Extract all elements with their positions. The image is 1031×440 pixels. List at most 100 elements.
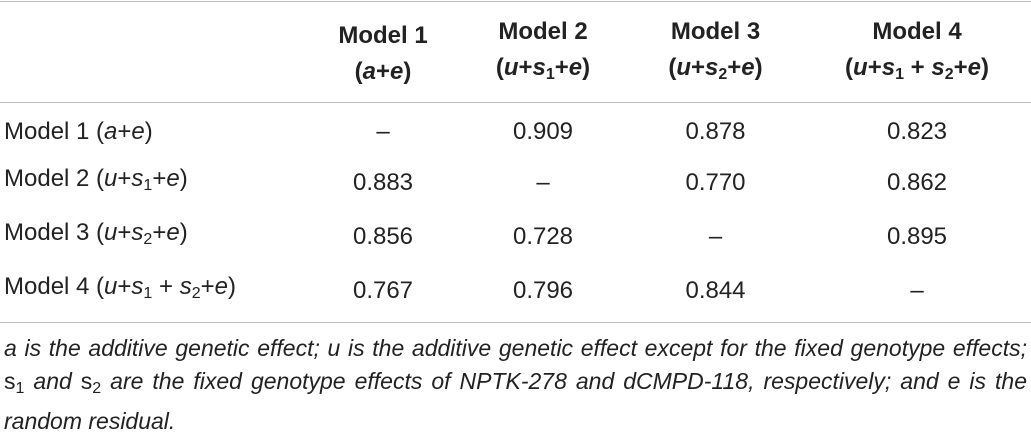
table-cell: 0.796 [512, 276, 574, 304]
text-run: and [24, 368, 81, 394]
text-run: ) [582, 54, 591, 81]
table-cell: 0.823 [886, 118, 948, 145]
table-cell: 0.909 [512, 118, 574, 145]
table-cell: 0.862 [886, 168, 948, 196]
table-cell: – [376, 118, 390, 145]
table-cell: 0.883 [352, 168, 414, 196]
text-run: u [104, 273, 118, 300]
text-run: s [705, 54, 719, 81]
row-label: Model 4 (u+s1 + s2+e) [0, 264, 308, 323]
text-run: Model 3 ( [4, 219, 105, 246]
column-formula: (a+e) [308, 54, 458, 90]
text-run: 1 [15, 380, 25, 397]
text-run: s [931, 54, 945, 81]
text-run: 2 [944, 66, 954, 83]
text-run: ( [668, 54, 677, 81]
text-run: ) [403, 57, 412, 85]
text-run: s [80, 368, 93, 394]
column-header: Model 1 (a+e) [308, 2, 458, 103]
text-run: 2 [718, 66, 728, 83]
table-row: Model 2 (u+s1+e) 0.883–0.770 0.862 [0, 156, 1031, 210]
text-run: + [727, 54, 742, 81]
table-cell: 0.728 [512, 222, 574, 250]
text-run: s [131, 219, 144, 246]
table-cell: 0.856 [352, 222, 414, 250]
table-cell: – [708, 222, 723, 250]
text-run: e [214, 273, 228, 300]
text-run: + [152, 273, 180, 300]
footnote: a is the additive genetic effect; u is t… [0, 323, 1031, 438]
text-run: u [853, 54, 868, 81]
text-run: s [131, 273, 144, 300]
text-run: + [691, 54, 706, 81]
table-cell: – [536, 168, 550, 196]
text-run: s [881, 54, 896, 81]
text-run: + [117, 219, 132, 246]
text-run: + [200, 273, 215, 300]
column-name: Model 2 [498, 18, 588, 45]
text-run: + [375, 57, 390, 85]
text-run: 1 [143, 177, 153, 194]
text-run: ( [845, 54, 854, 81]
column-formula: (u+s1+e) [458, 50, 628, 93]
text-run: + [903, 54, 932, 81]
row-label: Model 3 (u+s2+e) [0, 210, 308, 264]
column-formula: (u+s1 + s2+e) [803, 50, 1031, 93]
column-name: Model 1 [338, 21, 428, 49]
text-run: 2 [191, 285, 201, 302]
text-run: s [131, 165, 144, 192]
text-run: + [554, 54, 569, 81]
table-cell: 0.844 [685, 276, 746, 304]
text-run: Model 4 ( [4, 273, 105, 300]
text-run: + [152, 219, 167, 246]
text-run: 1 [143, 285, 153, 302]
text-run: a [362, 57, 376, 85]
column-header: Model 4 (u+s1 + s2+e) [803, 2, 1031, 103]
text-run: u [676, 54, 691, 81]
text-run: e [741, 54, 755, 81]
text-run: + [518, 54, 533, 81]
table-row: Model 1 (a+e) – 0.909 0.878 0.823 [0, 103, 1031, 157]
text-run: ( [495, 54, 504, 81]
table-row: Model 4 (u+s1 + s2+e) 0.767 0.796 0.844– [0, 264, 1031, 323]
table-body: Model 1 (a+e) –0.909 0.878 0.823 Model 2 (u+… [0, 103, 1031, 323]
text-run: e [568, 54, 583, 81]
text-run: ( [354, 57, 363, 85]
table-row: Model 3 (u+s2+e) 0.856 0.728–0.895 [0, 210, 1031, 264]
column-formula: (u+s2+e) [628, 50, 803, 93]
text-run: a [104, 118, 118, 145]
column-header: Model 3 (u+s2+e) [628, 2, 803, 103]
text-run: Model 1 ( [4, 118, 105, 145]
column-name: Model 3 [670, 18, 761, 45]
text-run: 2 [143, 231, 153, 248]
table-cell: 0.770 [685, 168, 746, 196]
row-label: Model 1 (a+e) [0, 103, 308, 157]
text-run: e [131, 118, 145, 145]
text-run: u [104, 219, 118, 246]
text-run: + [867, 54, 882, 81]
text-run: 1 [895, 66, 904, 83]
table-cell: – [910, 276, 924, 304]
text-run: ) [227, 273, 236, 300]
text-run: u [503, 54, 519, 81]
row-label: Model 2 (u+s1+e) [0, 156, 308, 210]
column-header: Model 2 (u+s1+e) [458, 2, 628, 103]
text-run: ) [179, 219, 188, 246]
text-run: ) [144, 118, 153, 145]
text-run: Model 2 ( [4, 165, 105, 192]
table-cell: 0.767 [352, 276, 414, 304]
text-run: e [967, 54, 981, 81]
text-run: e [166, 219, 180, 246]
text-run: s [532, 54, 546, 81]
text-run: a is the additive genetic effect; u is t… [4, 335, 1027, 361]
text-run: e [390, 57, 404, 85]
text-run: ) [754, 54, 763, 81]
text-run: e [166, 165, 180, 192]
text-run: + [953, 54, 968, 81]
text-run: 2 [92, 380, 102, 397]
text-run: + [117, 273, 132, 300]
text-run: + [152, 165, 167, 192]
text-run: ) [980, 54, 989, 81]
text-run: are the fixed genotype effects of NPTK-2… [4, 368, 1028, 434]
